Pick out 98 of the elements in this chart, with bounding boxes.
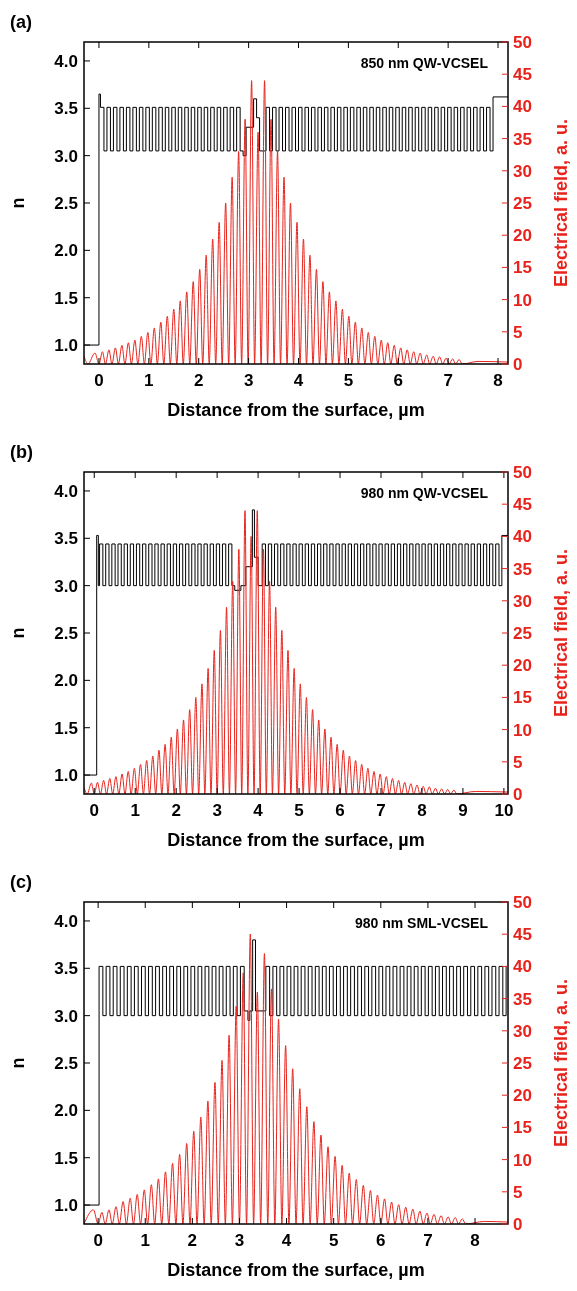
y-axis-title: n: [8, 197, 28, 209]
y2-axis-title: Electrical field, a. u.: [551, 978, 571, 1148]
y2-tick-label: 35: [513, 989, 532, 1009]
x-tick-label: 0: [89, 801, 99, 820]
y2-tick-label: 30: [513, 591, 532, 611]
y2-tick-label: 40: [513, 97, 532, 117]
chart-title: (a): [10, 12, 32, 32]
y-tick-label: 3.5: [54, 99, 78, 119]
y2-tick-label: 40: [513, 957, 532, 977]
x-tick-label: 10: [494, 801, 514, 820]
y-tick-label: 3.5: [54, 959, 78, 979]
x-tick-label: 7: [443, 371, 453, 390]
y2-tick-label: 10: [513, 1150, 532, 1170]
chart-title: (c): [10, 872, 32, 892]
y-tick-label: 4.0: [54, 51, 78, 71]
x-tick-label: 5: [294, 801, 304, 820]
x-tick-label: 1: [144, 371, 154, 390]
x-tick-label: 8: [493, 371, 503, 390]
y-tick-label: 1.5: [54, 718, 78, 738]
y2-tick-label: 35: [513, 559, 532, 579]
y-tick-label: 2.0: [54, 671, 78, 691]
y2-axis-title: Electrical field, a. u.: [551, 548, 571, 718]
y-tick-label: 1.0: [54, 766, 78, 786]
y2-tick-label: 0: [513, 784, 523, 804]
y2-tick-label: 35: [513, 129, 532, 149]
annotation: 980 nm SML-VCSEL: [354, 915, 489, 931]
x-tick-label: 2: [187, 1231, 198, 1250]
y2-tick-label: 5: [513, 322, 523, 342]
x-tick-label: 5: [343, 371, 354, 390]
y-tick-label: 4.0: [54, 911, 78, 931]
x-tick-label: 5: [328, 1231, 339, 1250]
x-tick-label: 0: [94, 371, 104, 390]
y2-tick-label: 20: [513, 656, 532, 676]
y2-tick-label: 15: [513, 688, 532, 708]
y-tick-label: 4.0: [54, 481, 78, 501]
x-axis-title: Distance from the surface, µm: [167, 830, 425, 850]
y-tick-label: 3.0: [54, 1006, 78, 1026]
x-tick-label: 3: [234, 1231, 245, 1250]
x-tick-label: 4: [253, 801, 264, 820]
x-axis-title: Distance from the surface, µm: [167, 400, 425, 420]
x-tick-label: 6: [393, 371, 403, 390]
x-tick-label: 6: [376, 1231, 386, 1250]
x-tick-label: 7: [376, 801, 386, 820]
y2-tick-label: 30: [513, 1021, 532, 1041]
x-tick-label: 8: [417, 801, 427, 820]
y-tick-label: 1.5: [54, 288, 78, 308]
y-tick-label: 1.0: [54, 1196, 78, 1216]
x-axis-title: Distance from the surface, µm: [167, 1260, 425, 1280]
y-tick-label: 1.5: [54, 1148, 78, 1168]
y2-tick-label: 15: [513, 1118, 532, 1138]
y2-tick-label: 50: [513, 892, 532, 912]
y2-tick-label: 30: [513, 161, 532, 181]
x-tick-label: 2: [194, 371, 204, 390]
annotation: 850 nm QW-VCSEL: [360, 55, 489, 71]
x-tick-label: 7: [423, 1231, 433, 1250]
y2-tick-label: 45: [513, 925, 532, 945]
x-tick-label: 4: [281, 1231, 292, 1250]
y-tick-label: 2.5: [54, 1053, 78, 1073]
y-tick-label: 3.0: [54, 576, 78, 596]
y-axis-title: n: [8, 627, 28, 639]
y2-tick-label: 5: [513, 1182, 523, 1202]
y-tick-label: 2.0: [54, 1101, 78, 1121]
y2-tick-label: 25: [513, 193, 532, 213]
x-tick-label: 8: [470, 1231, 480, 1250]
x-tick-label: 1: [140, 1231, 150, 1250]
y2-tick-label: 0: [513, 1214, 523, 1234]
y2-tick-label: 0: [513, 354, 523, 374]
y2-tick-label: 10: [513, 720, 532, 740]
y2-tick-label: 50: [513, 462, 532, 482]
y2-tick-label: 40: [513, 527, 532, 547]
y2-tick-label: 45: [513, 495, 532, 515]
x-tick-label: 0: [93, 1231, 103, 1250]
y2-tick-label: 5: [513, 752, 523, 772]
x-tick-label: 6: [335, 801, 345, 820]
annotation: 980 nm QW-VCSEL: [360, 485, 489, 501]
x-tick-label: 2: [171, 801, 181, 820]
y2-tick-label: 25: [513, 1053, 532, 1073]
x-tick-label: 4: [293, 371, 304, 390]
x-tick-label: 1: [130, 801, 140, 820]
y2-tick-label: 20: [513, 226, 532, 246]
x-tick-label: 3: [243, 371, 254, 390]
y2-tick-label: 50: [513, 32, 532, 52]
y-tick-label: 1.0: [54, 336, 78, 356]
y2-tick-label: 20: [513, 1086, 532, 1106]
y2-tick-label: 45: [513, 65, 532, 85]
chart-title: (b): [10, 442, 33, 462]
x-tick-label: 9: [458, 801, 468, 820]
y-tick-label: 3.5: [54, 529, 78, 549]
y-tick-label: 2.5: [54, 623, 78, 643]
y2-tick-label: 15: [513, 258, 532, 278]
y2-axis-title: Electrical field, a. u.: [551, 118, 571, 288]
y2-tick-label: 10: [513, 290, 532, 310]
y-tick-label: 2.5: [54, 193, 78, 213]
x-tick-label: 3: [212, 801, 222, 820]
y-tick-label: 2.0: [54, 241, 78, 261]
y-tick-label: 3.0: [54, 146, 78, 166]
y-axis-title: n: [8, 1057, 28, 1069]
y2-tick-label: 25: [513, 623, 532, 643]
